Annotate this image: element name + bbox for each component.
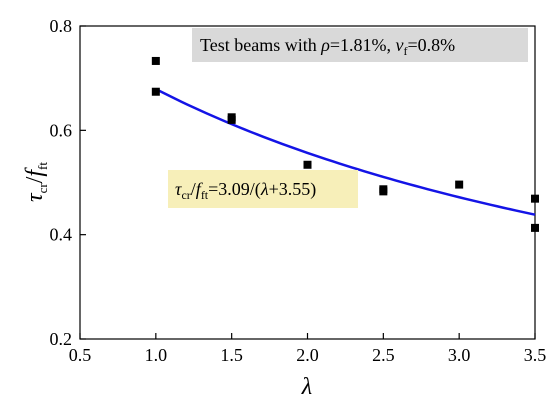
data-point: [152, 57, 160, 65]
data-point: [228, 116, 236, 124]
x-tick-label: 3.0: [448, 345, 471, 365]
equation-annotation: τcr/fft=3.09/(λ+3.55): [168, 170, 358, 208]
data-point: [455, 181, 463, 189]
y-tick-label: 0.6: [50, 120, 73, 140]
x-axis-title: λ: [301, 374, 312, 400]
eq-tau-subscript: cr: [181, 188, 190, 202]
y-tick-label: 0.2: [50, 329, 73, 349]
data-point: [152, 88, 160, 96]
eq-part-1: =3.09/(: [208, 179, 261, 200]
x-axis-ticks: 0.5 1.0 1.5 2.0 2.5 3.0 3.5: [69, 333, 547, 365]
header-annotation-text: Test beams with ρ=1.81%, vf=0.8%: [200, 35, 455, 58]
y-title-f-subscript: ft: [35, 162, 50, 170]
x-tick-label: 1.0: [145, 345, 168, 365]
x-tick-label: 1.5: [220, 345, 243, 365]
y-tick-label: 0.4: [50, 225, 73, 245]
data-point: [379, 187, 387, 195]
y-axis-title: τcr/fft: [22, 162, 50, 202]
header-annotation: Test beams with ρ=1.81%, vf=0.8%: [192, 28, 528, 62]
y-tick-label: 0.8: [50, 16, 73, 36]
x-tick-label: 3.5: [524, 345, 547, 365]
x-tick-label: 2.5: [372, 345, 395, 365]
v-symbol: v: [396, 35, 404, 55]
header-prefix: Test beams with: [200, 35, 321, 55]
x-tick-label: 2.0: [296, 345, 319, 365]
data-point: [531, 195, 539, 203]
rho-value: =1.81%,: [330, 35, 396, 55]
data-point: [304, 161, 312, 169]
data-point: [531, 224, 539, 232]
eq-part-2: +3.55): [269, 179, 317, 200]
rho-symbol: ρ: [320, 35, 330, 55]
v-value: =0.8%: [408, 35, 456, 55]
eq-lambda: λ: [260, 179, 269, 199]
equation-annotation-text: τcr/fft=3.09/(λ+3.55): [175, 179, 316, 202]
x-tick-label: 0.5: [69, 345, 92, 365]
